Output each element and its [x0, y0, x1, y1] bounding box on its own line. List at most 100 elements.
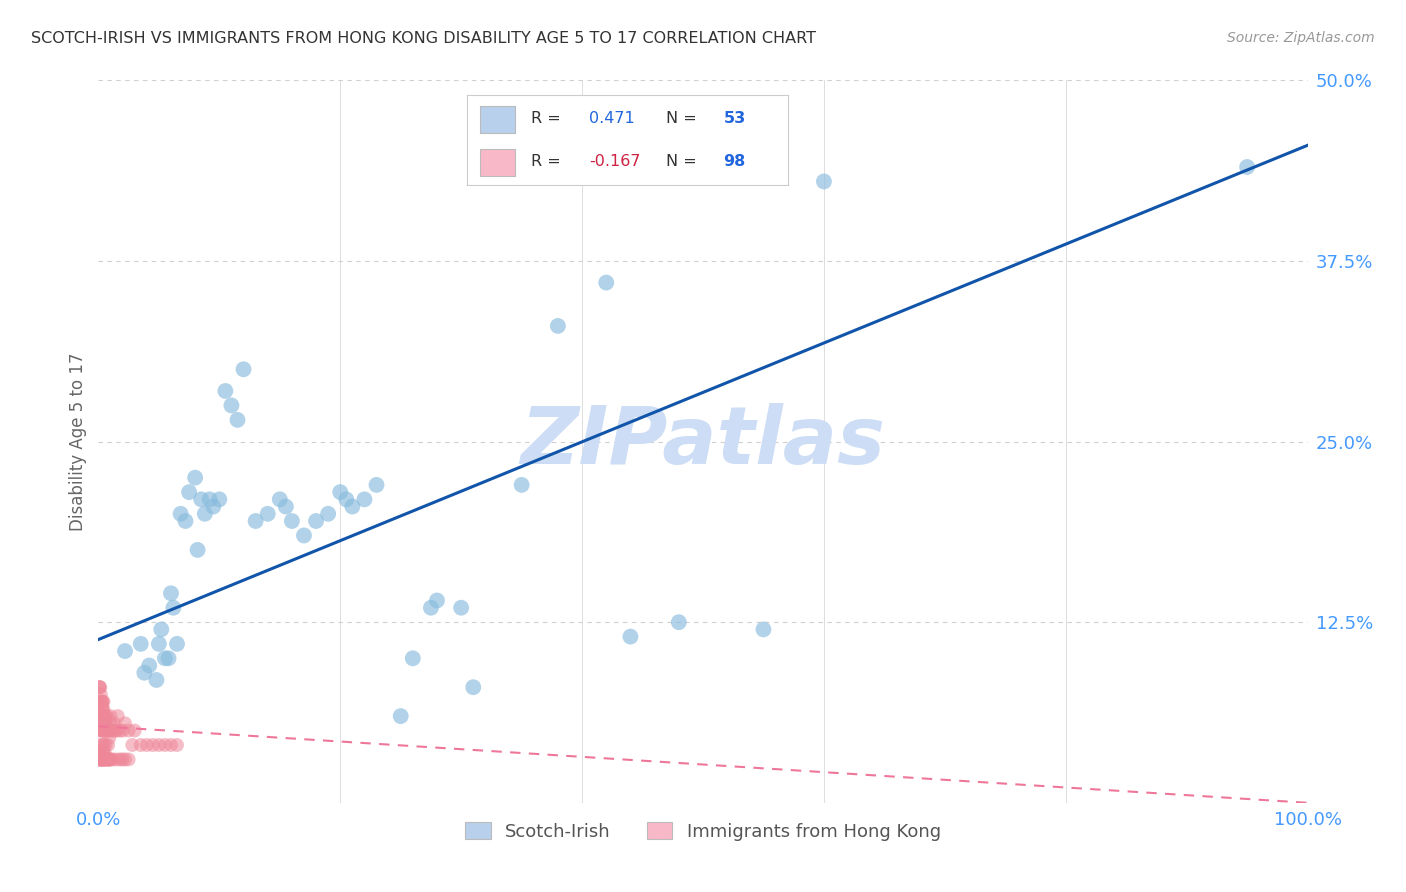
Point: [94, 752, 117, 766]
Point: [91, 702, 114, 716]
Point: [166, 738, 188, 752]
Point: [118, 752, 141, 766]
Point: [366, 478, 388, 492]
Point: [198, 492, 221, 507]
Point: [90, 695, 112, 709]
Point: [91, 702, 114, 716]
Point: [98, 731, 121, 745]
Point: [166, 637, 188, 651]
Point: [342, 500, 364, 514]
Point: [187, 542, 209, 557]
Point: [124, 723, 146, 738]
Point: [813, 174, 835, 188]
Point: [100, 752, 122, 766]
Point: [135, 738, 157, 752]
Point: [114, 752, 136, 766]
Point: [98, 752, 121, 766]
Point: [463, 680, 485, 694]
Point: [94, 716, 117, 731]
Point: [232, 362, 254, 376]
Point: [1236, 160, 1258, 174]
Point: [595, 276, 617, 290]
Point: [108, 752, 131, 766]
Point: [98, 752, 121, 766]
Point: [93, 709, 115, 723]
Point: [91, 752, 114, 766]
Point: [114, 716, 136, 731]
Point: [752, 623, 775, 637]
Point: [245, 514, 267, 528]
Point: [145, 673, 167, 687]
Point: [96, 709, 118, 723]
Point: [91, 752, 114, 766]
Point: [389, 709, 412, 723]
Point: [89, 745, 111, 759]
Point: [121, 738, 143, 752]
Point: [93, 752, 115, 766]
Point: [148, 637, 170, 651]
Point: [111, 723, 134, 738]
Point: [90, 709, 112, 723]
Point: [104, 723, 127, 738]
Point: [91, 752, 114, 766]
Point: [93, 723, 115, 738]
Point: [87, 752, 110, 766]
Point: [93, 738, 115, 752]
Point: [305, 514, 328, 528]
Point: [90, 695, 112, 709]
Point: [89, 695, 111, 709]
Point: [89, 680, 111, 694]
Point: [214, 384, 236, 398]
Point: [90, 709, 112, 723]
Point: [153, 651, 176, 665]
Point: [93, 695, 115, 709]
Point: [97, 723, 120, 738]
Point: [107, 709, 129, 723]
Point: [202, 500, 225, 514]
Point: [90, 723, 112, 738]
Point: [194, 507, 217, 521]
Point: [274, 500, 297, 514]
Point: [335, 492, 357, 507]
Point: [111, 752, 134, 766]
Point: [221, 398, 243, 412]
Legend: Scotch-Irish, Immigrants from Hong Kong: Scotch-Irish, Immigrants from Hong Kong: [458, 814, 948, 848]
Point: [89, 752, 111, 766]
Point: [89, 738, 111, 752]
Point: [101, 752, 124, 766]
Point: [91, 723, 114, 738]
Point: [353, 492, 375, 507]
Point: [160, 738, 183, 752]
Point: [108, 723, 131, 738]
Point: [91, 709, 114, 723]
Point: [148, 738, 170, 752]
Point: [101, 723, 124, 738]
Point: [89, 723, 111, 738]
Point: [90, 752, 112, 766]
Point: [94, 752, 117, 766]
Point: [89, 680, 111, 694]
Point: [87, 716, 110, 731]
Point: [96, 723, 118, 738]
Point: [87, 752, 110, 766]
Point: [510, 478, 533, 492]
Point: [316, 507, 339, 521]
Point: [91, 738, 114, 752]
Point: [98, 723, 121, 738]
Point: [129, 637, 152, 651]
Point: [97, 752, 120, 766]
Point: [89, 680, 111, 694]
Point: [547, 318, 569, 333]
Point: [89, 752, 111, 766]
Point: [91, 723, 114, 738]
Point: [91, 752, 114, 766]
Point: [269, 492, 291, 507]
Point: [160, 586, 183, 600]
Point: [153, 738, 176, 752]
Y-axis label: Disability Age 5 to 17: Disability Age 5 to 17: [69, 352, 87, 531]
Point: [292, 528, 315, 542]
Point: [93, 716, 115, 731]
Point: [91, 745, 114, 759]
Point: [91, 695, 114, 709]
Point: [89, 745, 111, 759]
